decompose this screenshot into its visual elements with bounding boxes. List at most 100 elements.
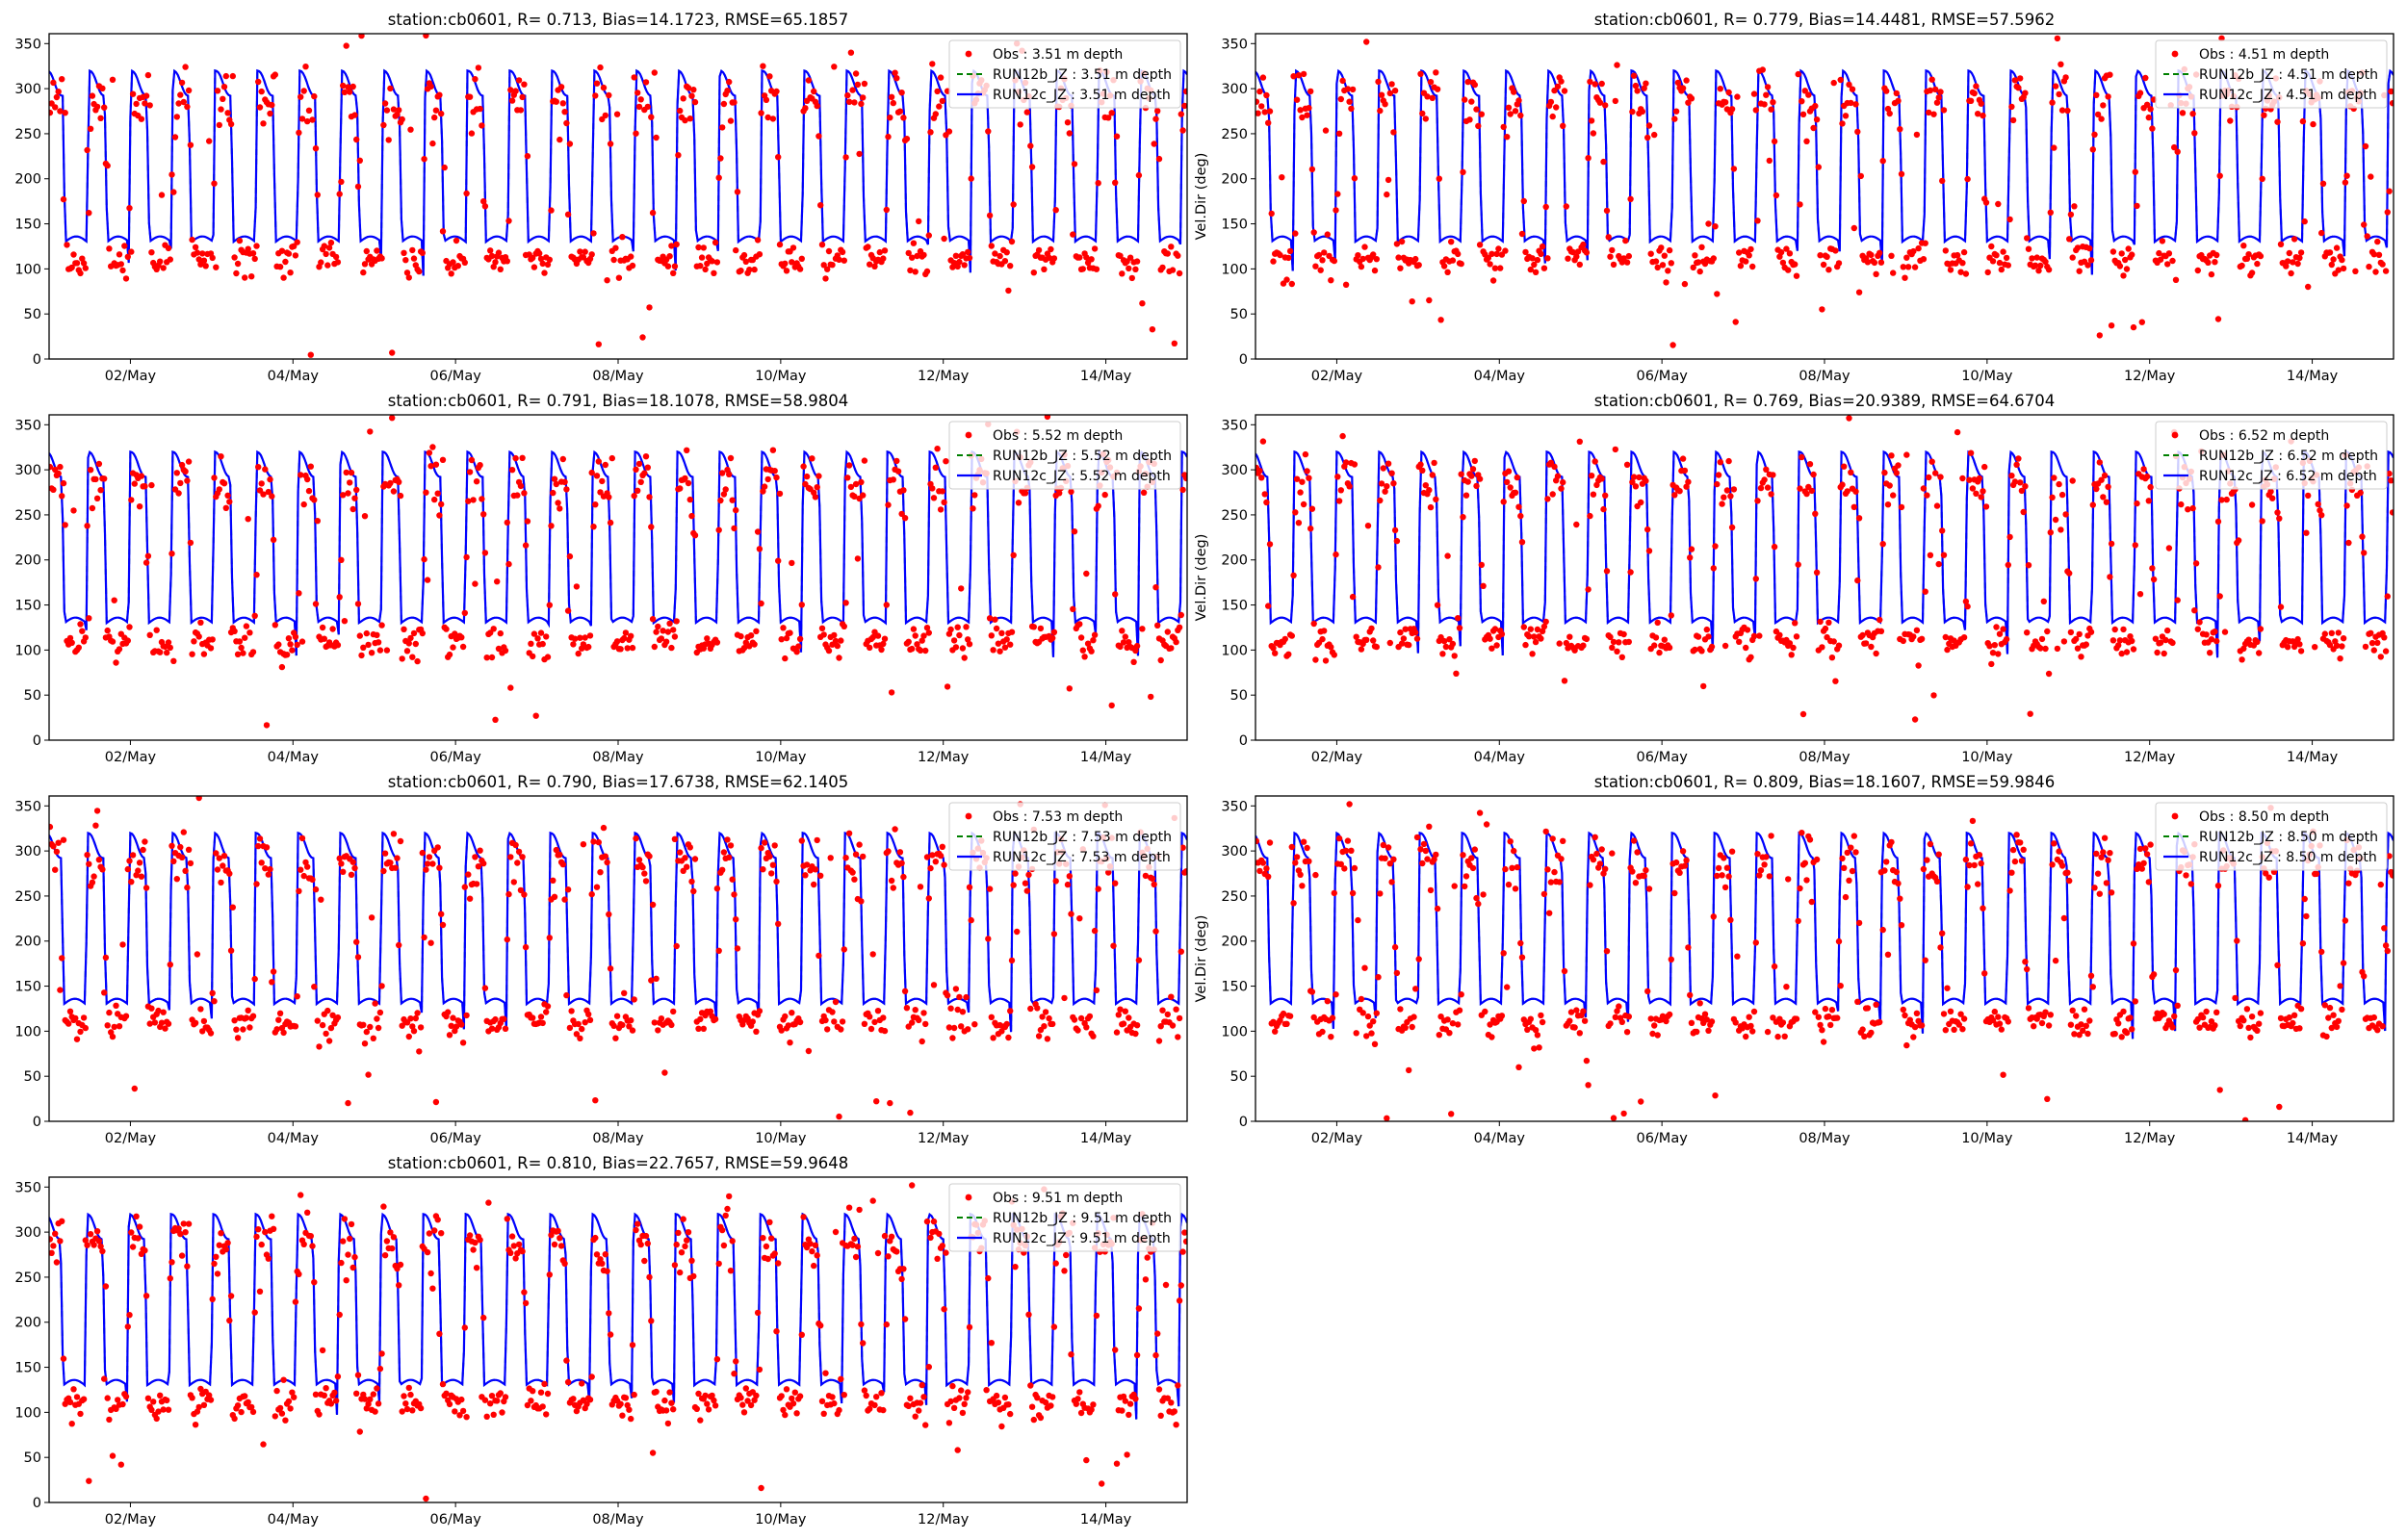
obs-point xyxy=(57,463,64,471)
obs-point xyxy=(1531,1045,1538,1052)
obs-point xyxy=(1476,809,1484,816)
obs-point xyxy=(927,129,934,136)
obs-point xyxy=(142,1247,148,1254)
obs-point xyxy=(2375,251,2383,258)
obs-point xyxy=(470,1246,477,1253)
obs-point xyxy=(1126,639,1132,646)
obs-point xyxy=(831,631,838,639)
obs-point xyxy=(79,628,86,634)
obs-point xyxy=(253,881,260,887)
obs-point xyxy=(1176,1297,1183,1304)
obs-point xyxy=(2017,839,2024,846)
obs-point xyxy=(162,1025,168,1032)
obs-point xyxy=(1310,229,1317,236)
obs-point xyxy=(524,1401,531,1409)
obs-point xyxy=(1727,916,1734,923)
obs-point xyxy=(917,647,924,654)
obs-point xyxy=(1502,865,1509,873)
obs-point xyxy=(372,1000,378,1007)
obs-point xyxy=(2352,268,2359,274)
obs-point xyxy=(2108,889,2115,896)
obs-point xyxy=(146,631,153,638)
obs-point xyxy=(473,478,480,485)
obs-point xyxy=(782,260,789,267)
obs-point xyxy=(1975,881,1981,887)
obs-point xyxy=(1256,468,1263,475)
obs-point xyxy=(1155,1386,1163,1393)
obs-point xyxy=(2132,998,2138,1005)
obs-point xyxy=(1090,1033,1097,1040)
obs-point xyxy=(351,112,358,118)
obs-point xyxy=(633,834,639,842)
obs-point xyxy=(570,1396,577,1402)
obs-point xyxy=(2208,270,2215,278)
obs-point xyxy=(2340,635,2347,642)
obs-point xyxy=(1672,108,1680,115)
obs-point xyxy=(771,842,778,849)
obs-point xyxy=(805,77,813,84)
obs-point xyxy=(883,602,890,608)
obs-point xyxy=(1364,1013,1372,1020)
obs-point xyxy=(1375,564,1382,571)
obs-point xyxy=(2100,494,2107,500)
obs-point xyxy=(265,871,272,878)
obs-point xyxy=(1409,298,1415,305)
obs-point xyxy=(775,1260,782,1267)
obs-point xyxy=(956,258,963,266)
obs-point xyxy=(431,496,438,503)
obs-point xyxy=(1448,1111,1455,1117)
obs-point xyxy=(361,1396,369,1402)
obs-point xyxy=(1793,272,1800,279)
obs-point xyxy=(1126,1400,1134,1407)
obs-point xyxy=(927,864,934,872)
obs-point xyxy=(409,1407,416,1414)
obs-point xyxy=(1959,475,1966,482)
obs-point xyxy=(1071,161,1078,167)
obs-point xyxy=(1112,880,1119,886)
obs-point xyxy=(242,274,248,281)
obs-point xyxy=(2239,262,2245,270)
obs-point xyxy=(952,986,960,992)
obs-point xyxy=(1351,864,1359,872)
obs-point xyxy=(2330,1012,2337,1018)
obs-point xyxy=(1705,220,1712,227)
obs-point xyxy=(2335,267,2342,273)
obs-point xyxy=(820,1410,827,1418)
obs-point xyxy=(104,1022,111,1029)
obs-point xyxy=(2123,266,2131,272)
obs-point xyxy=(1665,268,1671,274)
obs-point xyxy=(255,78,262,86)
obs-point xyxy=(1122,1008,1129,1014)
obs-point xyxy=(2067,629,2075,636)
obs-point xyxy=(380,1203,387,1210)
obs-point xyxy=(129,1244,137,1250)
obs-point xyxy=(95,460,103,468)
obs-point xyxy=(568,1008,575,1014)
obs-point xyxy=(2081,1006,2088,1013)
obs-point xyxy=(1393,537,1401,545)
obs-point xyxy=(1008,957,1016,964)
obs-point xyxy=(1752,107,1760,114)
obs-point xyxy=(461,1324,468,1331)
obs-point xyxy=(1661,252,1669,259)
obs-point xyxy=(1052,878,1059,885)
obs-point xyxy=(1001,644,1009,651)
obs-point xyxy=(53,93,61,101)
obs-point xyxy=(1440,637,1448,645)
obs-point xyxy=(267,475,273,483)
obs-point xyxy=(240,1026,246,1033)
obs-point xyxy=(593,80,601,87)
obs-point xyxy=(1893,868,1901,876)
obs-point xyxy=(1980,905,1986,911)
obs-point xyxy=(157,258,164,265)
obs-point xyxy=(1692,252,1698,259)
obs-point xyxy=(434,490,441,497)
y-tick-label: 250 xyxy=(14,889,41,905)
obs-point xyxy=(682,475,688,482)
obs-point xyxy=(52,104,59,111)
obs-point xyxy=(684,863,690,870)
obs-point xyxy=(77,1410,84,1418)
obs-point xyxy=(593,884,601,890)
obs-point xyxy=(1813,569,1821,576)
